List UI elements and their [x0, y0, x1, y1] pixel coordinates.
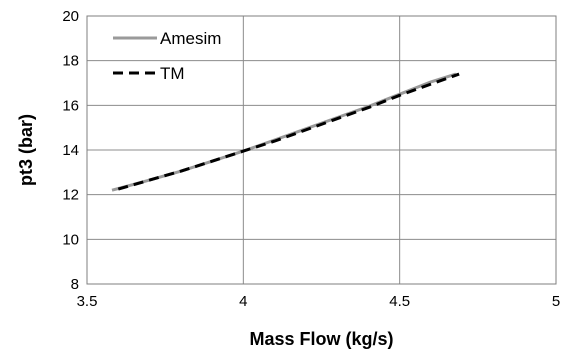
x-axis-title: Mass Flow (kg/s)	[249, 329, 393, 349]
x-tick-label: 4.5	[389, 293, 410, 310]
y-tick-label: 12	[62, 187, 79, 204]
series-line-amesim	[111, 72, 457, 192]
x-tick-label: 4	[239, 293, 247, 310]
grid-lines	[86, 15, 557, 285]
x-tick-label: 3.5	[77, 293, 98, 310]
x-tick-label: 5	[552, 293, 560, 310]
y-tick-label: 20	[62, 8, 79, 25]
y-tick-label: 14	[62, 142, 79, 159]
y-tick-label: 8	[71, 276, 79, 293]
y-tick-label: 10	[62, 231, 79, 248]
legend: Amesim TM	[113, 29, 221, 83]
series-lines	[111, 72, 460, 192]
y-axis-ticks: 8 10 12 14 16 18 20	[62, 8, 79, 293]
plot-area-border	[86, 15, 557, 285]
y-tick-label: 18	[62, 53, 79, 70]
y-tick-label: 16	[62, 97, 79, 114]
legend-label-amesim: Amesim	[160, 29, 221, 48]
legend-label-tm: TM	[160, 64, 185, 83]
y-axis-title: pt3 (bar)	[16, 114, 36, 186]
series-line-tm	[117, 72, 460, 191]
x-axis-ticks: 3.5 4 4.5 5	[77, 293, 561, 310]
